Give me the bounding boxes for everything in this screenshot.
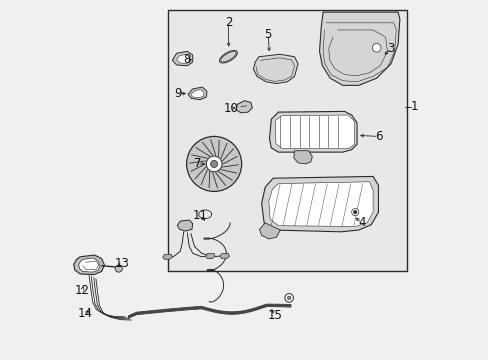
Text: 8: 8: [183, 53, 191, 66]
Polygon shape: [253, 54, 298, 84]
Text: 4: 4: [357, 216, 365, 229]
Circle shape: [206, 156, 222, 172]
Text: 15: 15: [267, 309, 283, 321]
Polygon shape: [74, 255, 104, 275]
Polygon shape: [177, 220, 192, 231]
Circle shape: [372, 44, 380, 52]
Circle shape: [285, 294, 293, 302]
Text: 10: 10: [224, 102, 238, 115]
Polygon shape: [172, 51, 192, 66]
Text: 3: 3: [386, 42, 394, 55]
Circle shape: [186, 136, 241, 192]
Polygon shape: [188, 87, 206, 100]
Polygon shape: [261, 176, 378, 232]
Polygon shape: [163, 254, 172, 259]
Text: 1: 1: [409, 100, 417, 113]
Polygon shape: [319, 12, 399, 85]
Text: 5: 5: [264, 28, 271, 41]
Text: 14: 14: [78, 307, 93, 320]
Circle shape: [287, 296, 290, 300]
Text: 12: 12: [74, 284, 89, 297]
Circle shape: [115, 265, 122, 272]
Text: 6: 6: [374, 130, 382, 143]
Bar: [167, 10, 406, 271]
Circle shape: [210, 160, 217, 167]
Polygon shape: [259, 223, 280, 239]
Text: 2: 2: [224, 16, 232, 29]
Polygon shape: [220, 253, 229, 258]
Text: 11: 11: [192, 209, 207, 222]
Text: 7: 7: [193, 157, 201, 170]
Polygon shape: [190, 90, 203, 98]
Polygon shape: [79, 258, 100, 272]
Polygon shape: [275, 115, 354, 149]
Text: 9: 9: [174, 87, 182, 100]
Polygon shape: [176, 54, 189, 64]
Polygon shape: [293, 151, 312, 164]
Polygon shape: [205, 253, 215, 258]
Polygon shape: [219, 50, 237, 63]
Polygon shape: [269, 111, 356, 152]
Polygon shape: [235, 101, 252, 113]
Text: 13: 13: [115, 257, 129, 270]
Circle shape: [351, 208, 358, 216]
Polygon shape: [268, 182, 372, 226]
Circle shape: [353, 210, 356, 214]
